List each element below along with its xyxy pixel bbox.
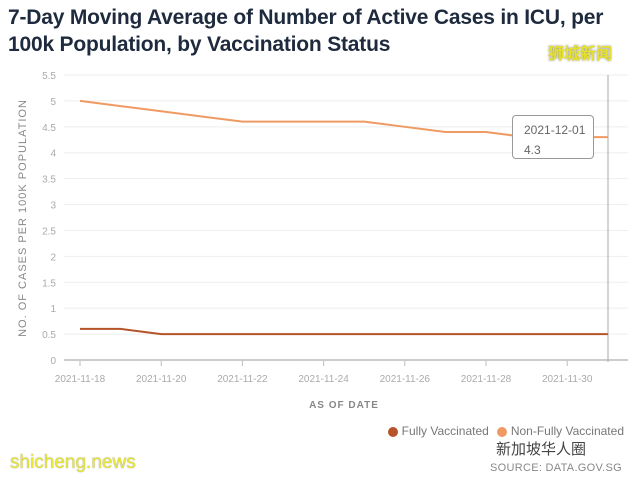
x-axis-label: AS OF DATE [309, 400, 379, 411]
y-tick-label: 2.5 [42, 226, 56, 237]
y-tick-label: 3 [50, 201, 56, 212]
x-tick-label: 2021-11-18 [55, 374, 106, 385]
x-tick-label: 2021-11-24 [298, 374, 349, 385]
y-tick-label: 1.5 [42, 278, 56, 289]
legend-label: Non-Fully Vaccinated [510, 424, 624, 438]
legend-dot-icon [496, 426, 507, 437]
x-tick-label: 2021-11-30 [542, 374, 593, 385]
y-tick-label: 3.5 [42, 175, 56, 186]
y-tick-label: 0.5 [42, 330, 56, 341]
y-tick-label: 0 [50, 356, 56, 367]
watermark-en: shicheng.news [10, 452, 136, 473]
source-note: SOURCE: DATA.GOV.SG [489, 462, 622, 474]
x-tick-label: 2021-11-26 [380, 374, 431, 385]
legend: Fully Vaccinated Non-Fully Vaccinated [387, 424, 624, 439]
series-line-fully-vaccinated [80, 327, 608, 336]
legend-dot-icon [387, 426, 398, 437]
y-tick-label: 1 [50, 304, 56, 315]
watermark-cn: 狮城新闻 [548, 46, 613, 63]
y-tick-label: 5.5 [42, 71, 56, 82]
x-tick-label: 2021-11-22 [217, 374, 268, 385]
watermark-wechat: 新加坡华人圈 [496, 441, 587, 458]
tooltip-value: 4.3 [524, 143, 541, 157]
y-tick-label: 2 [50, 252, 56, 263]
tooltip: 2021-12-01 4.3 [512, 115, 594, 159]
legend-item-fully[interactable]: Fully Vaccinated [387, 424, 489, 439]
line-chart: 0 0.5 1 1.5 2 2.5 3 3.5 4 4.5 5 5.5 2021-11-18 2021-… [17, 71, 628, 411]
y-tick-label: 5 [50, 97, 56, 108]
tooltip-date: 2021-12-01 [524, 123, 586, 137]
y-tick-label: 4.5 [42, 123, 56, 134]
x-tick-label: 2021-11-20 [136, 374, 187, 385]
x-tick-label: 2021-11-28 [461, 374, 512, 385]
y-axis-label: NO. OF CASES PER 100K POPULATION [17, 99, 29, 337]
legend-label: Fully Vaccinated [401, 424, 489, 438]
chart-title: 7-Day Moving Average of Number of Active… [8, 6, 604, 56]
y-tick-label: 4 [50, 149, 56, 160]
legend-item-non-fully[interactable]: Non-Fully Vaccinated [496, 424, 624, 439]
